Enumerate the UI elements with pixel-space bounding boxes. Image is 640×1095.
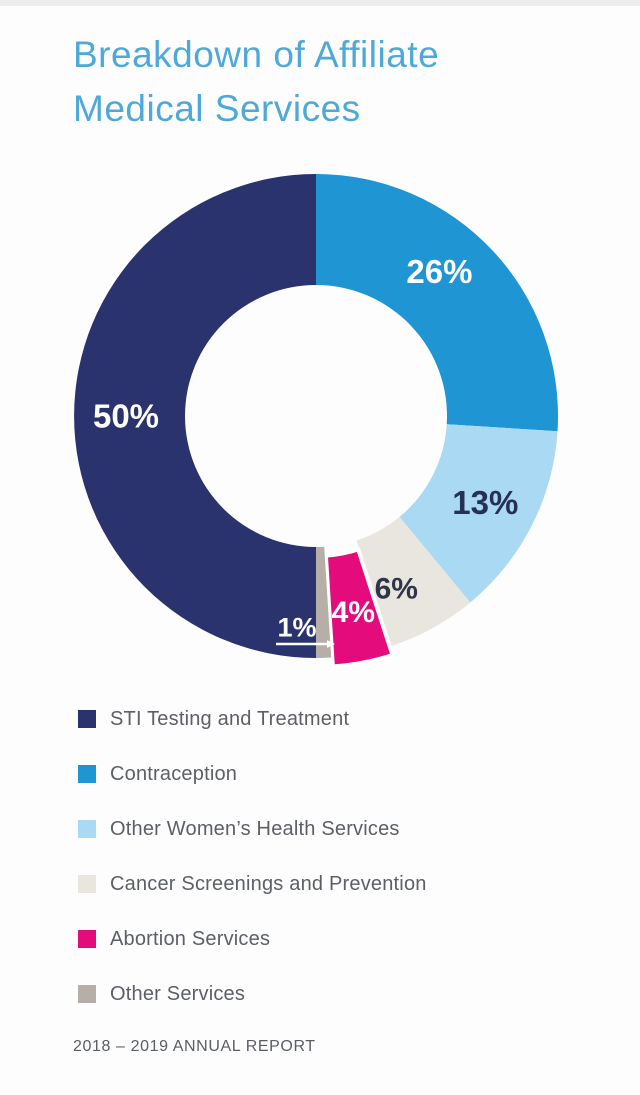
legend-item-contraception: Contraception <box>78 763 640 785</box>
leader-arrow-icon <box>327 640 335 648</box>
chart-legend: STI Testing and Treatment Contraception Ot… <box>0 708 640 1005</box>
legend-label-other: Other Services <box>110 982 246 1005</box>
legend-swatch-sti <box>78 710 96 728</box>
legend-item-sti: STI Testing and Treatment <box>78 708 640 730</box>
pct-label-abortion: 4% <box>332 596 375 629</box>
slice-contraception <box>316 174 558 432</box>
page-title-line2: Medical Services <box>73 88 361 129</box>
legend-item-abortion: Abortion Services <box>78 928 640 950</box>
legend-label-cancer: Cancer Screenings and Prevention <box>110 872 427 895</box>
page-top-edge <box>0 0 640 6</box>
legend-swatch-womens-health <box>78 820 96 838</box>
donut-chart: 50% 26% 13% 6%4% 1% <box>74 174 558 669</box>
legend-swatch-abortion <box>78 930 96 948</box>
pct-label-other: 1% <box>277 612 316 642</box>
pct-label-cancer: 6% <box>375 573 418 606</box>
pct-label-womens-health: 13% <box>452 484 518 521</box>
legend-swatch-other <box>78 985 96 1003</box>
legend-label-abortion: Abortion Services <box>110 927 271 950</box>
report-footer: 2018 – 2019 ANNUAL REPORT <box>73 1038 316 1055</box>
legend-label-womens-health: Other Women’s Health Services <box>110 817 400 840</box>
legend-swatch-cancer <box>78 875 96 893</box>
slice-cancer <box>356 516 471 647</box>
legend-item-cancer: Cancer Screenings and Prevention <box>78 873 640 895</box>
slice-womens-health <box>399 424 558 603</box>
pct-label-sti: 50% <box>93 398 159 435</box>
legend-label-sti: STI Testing and Treatment <box>110 707 350 730</box>
page-title: Breakdown of Affiliate Medical Services <box>73 28 640 136</box>
slice-abortion <box>323 546 395 669</box>
slice-other <box>316 546 332 658</box>
page-title-line1: Breakdown of Affiliate <box>73 34 440 75</box>
legend-swatch-contraception <box>78 765 96 783</box>
legend-label-contraception: Contraception <box>110 762 238 785</box>
legend-item-other: Other Services <box>78 983 640 1005</box>
legend-item-womens-health: Other Women’s Health Services <box>78 818 640 840</box>
pct-label-contraception: 26% <box>406 253 472 290</box>
slice-sti <box>74 174 316 658</box>
